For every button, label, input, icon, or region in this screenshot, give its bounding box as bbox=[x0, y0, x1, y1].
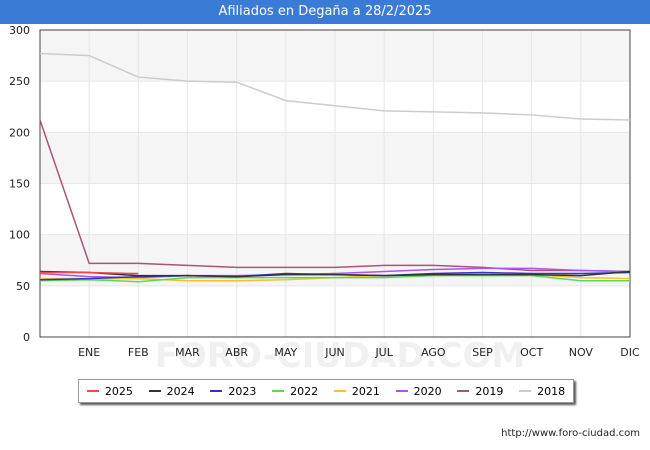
legend-item-2023: 2023 bbox=[210, 385, 256, 398]
legend-label: 2022 bbox=[290, 384, 319, 398]
legend-item-2022: 2022 bbox=[272, 385, 318, 398]
legend-item-2021: 2021 bbox=[333, 384, 380, 398]
x-tick-label: NOV bbox=[569, 346, 594, 359]
legend-item-2024: 2024 bbox=[148, 384, 195, 398]
x-tick-label: DIC bbox=[620, 346, 640, 359]
series-line-2020 bbox=[39, 267, 631, 279]
x-tick-label: ABR bbox=[225, 346, 248, 359]
legend-swatch bbox=[272, 390, 285, 392]
y-tick-label: 300 bbox=[9, 24, 30, 37]
y-tick-label: 0 bbox=[23, 331, 30, 344]
y-tick-label: 50 bbox=[16, 280, 30, 293]
x-tick-label: AGO bbox=[421, 346, 446, 359]
x-tick-label: MAY bbox=[274, 346, 297, 359]
y-tick-label: 250 bbox=[9, 75, 30, 88]
x-tick-label: SEP bbox=[472, 346, 493, 359]
watermark: FORO-CIUDAD.COM bbox=[155, 336, 526, 376]
plot-frame bbox=[39, 29, 631, 338]
legend-swatch bbox=[519, 390, 532, 392]
legend-swatch bbox=[148, 390, 161, 392]
legend-item-2019: 2019 bbox=[457, 385, 503, 398]
x-tick-label: ENE bbox=[78, 346, 100, 359]
legend-swatch bbox=[457, 390, 470, 392]
legend-label: 2018 bbox=[537, 384, 566, 398]
legend-item-2018: 2018 bbox=[519, 385, 565, 398]
legend-item-2025: 2025 bbox=[86, 384, 133, 398]
legend-swatch bbox=[210, 390, 223, 392]
x-tick-label: OCT bbox=[520, 346, 543, 359]
y-tick-label: 150 bbox=[9, 178, 30, 191]
chart-title: Afiliados en Degaña a 28/2/2025 bbox=[0, 0, 650, 24]
legend-item-2020: 2020 bbox=[395, 384, 442, 398]
x-tick-label: JUL bbox=[374, 346, 393, 359]
legend-label: 2023 bbox=[228, 384, 257, 398]
series-line-2022 bbox=[39, 274, 630, 283]
legend-swatch bbox=[395, 390, 408, 392]
x-tick-label: FEB bbox=[128, 346, 149, 359]
legend-label: 2024 bbox=[166, 384, 195, 398]
legend-label: 2025 bbox=[104, 384, 133, 398]
chart-legend: 2025 2024 2023 2022 2021 2020 2019 2018 bbox=[78, 379, 574, 403]
legend-swatch bbox=[86, 390, 99, 392]
legend-label: 2019 bbox=[475, 384, 504, 398]
series-line-2019 bbox=[39, 119, 631, 273]
series-line-2018 bbox=[39, 52, 631, 121]
series-line-2025 bbox=[40, 271, 139, 275]
y-tick-label: 200 bbox=[9, 126, 30, 139]
x-tick-label: MAR bbox=[175, 346, 200, 359]
series-line-2024 bbox=[39, 270, 631, 278]
legend-label: 2020 bbox=[413, 384, 442, 398]
legend-swatch bbox=[333, 390, 346, 392]
legend-label: 2021 bbox=[351, 384, 380, 398]
y-tick-label: 100 bbox=[9, 229, 30, 242]
x-tick-label: JUN bbox=[324, 346, 345, 359]
source-link[interactable]: http://www.foro-ciudad.com bbox=[501, 428, 640, 439]
